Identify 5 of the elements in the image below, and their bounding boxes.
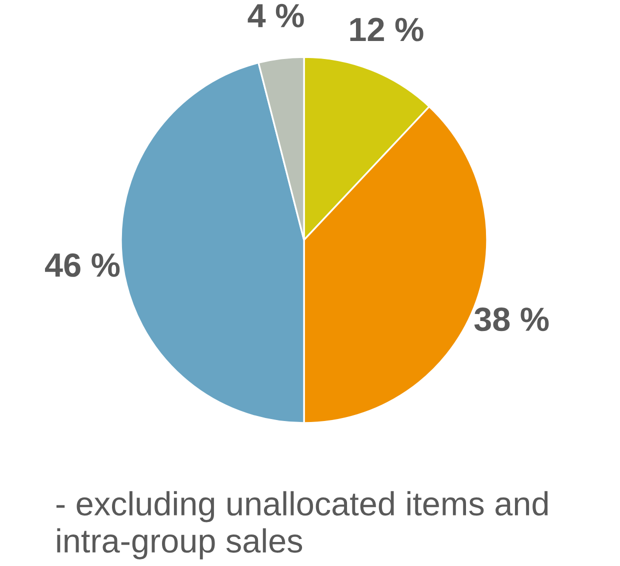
data-label: 12 % xyxy=(350,18,424,42)
data-label: 4 % xyxy=(248,4,304,28)
data-label: 38 % xyxy=(474,308,549,332)
data-label: 46 % xyxy=(45,253,120,277)
text: - excluding unallocated items and intra-group sales xyxy=(56,491,548,560)
